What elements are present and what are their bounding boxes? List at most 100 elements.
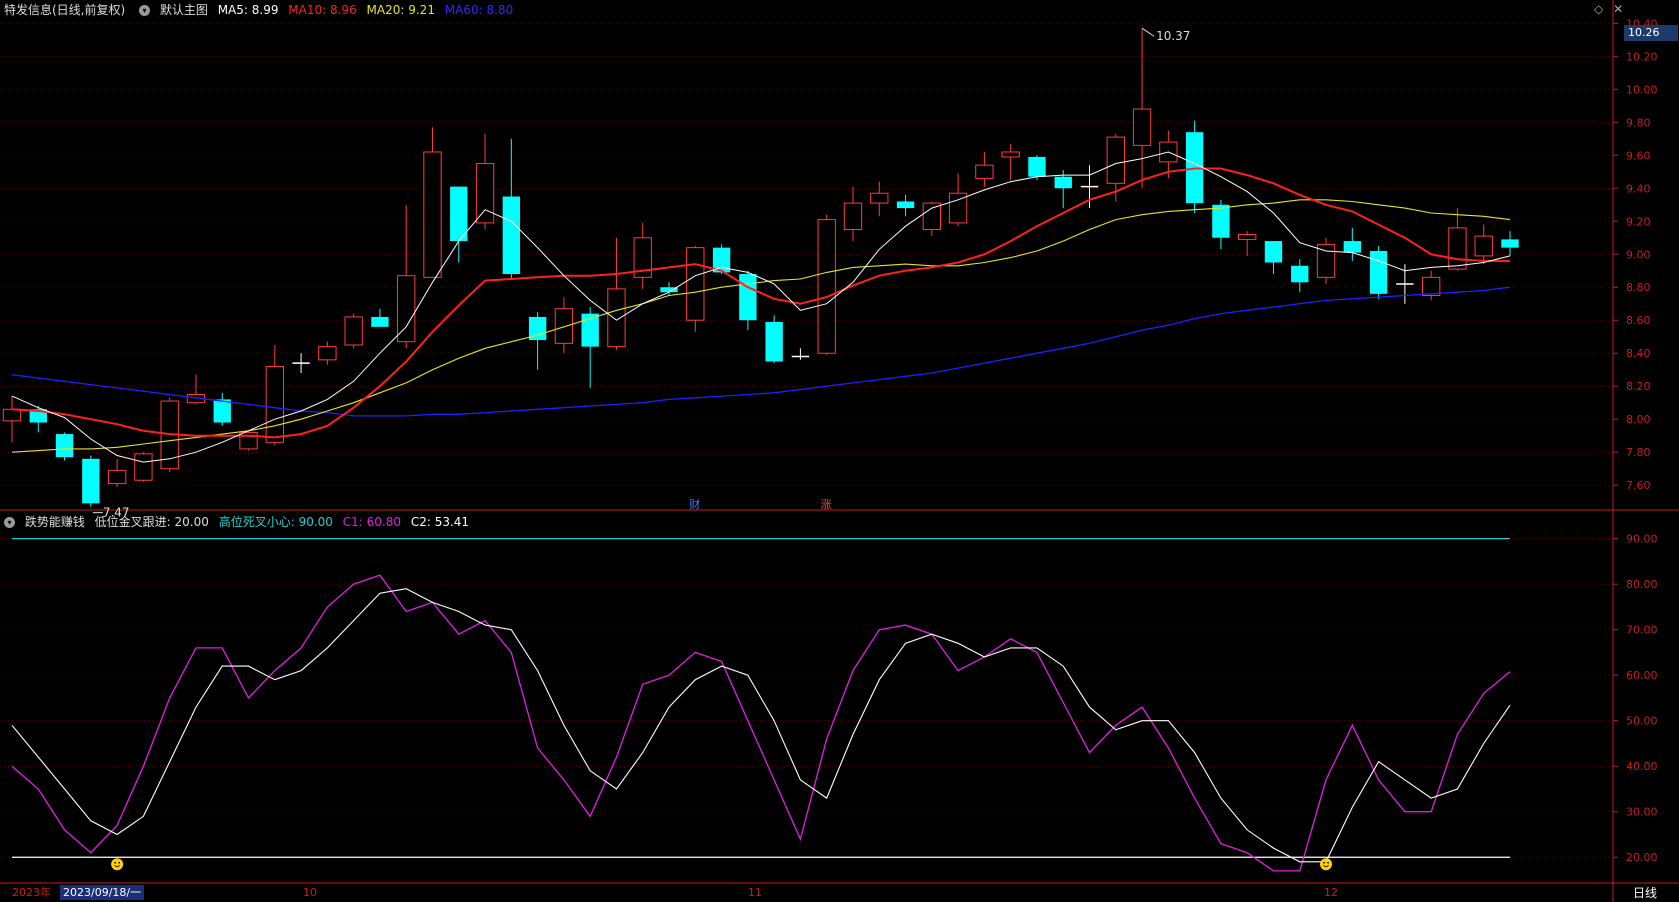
candle (1238, 231, 1257, 256)
candle-body (712, 247, 731, 273)
candle-body (82, 458, 100, 504)
indicator-menu-icon[interactable]: ▾ (4, 517, 15, 528)
ma5-value: MA5: 8.99 (217, 3, 279, 17)
finance-marker: 财 (689, 497, 700, 511)
candle (1501, 231, 1519, 256)
candle (975, 151, 994, 187)
candle-body (1264, 241, 1283, 263)
period-selector[interactable]: 日线 (1633, 886, 1658, 900)
candle (2, 396, 22, 443)
ma60-value: MA60: 8.80 (444, 3, 514, 17)
month-label-12: 12 (1324, 886, 1338, 899)
candle (554, 297, 574, 354)
candle (739, 270, 757, 331)
price-tick-label: 8.20 (1626, 380, 1651, 393)
candle (896, 194, 915, 217)
candle (82, 455, 100, 507)
candle-body (423, 151, 442, 278)
candle-body (475, 163, 495, 224)
smiley-mouth (114, 864, 121, 868)
candle-body (1238, 233, 1257, 240)
toolbar-icons: ◇ ✕ (1594, 2, 1623, 16)
c1-line (11, 574, 1511, 872)
low-cross-value: 低位金叉跟进: 20.00 (94, 515, 209, 529)
candle (1132, 28, 1152, 189)
candle-body (318, 346, 337, 361)
c2-line (11, 588, 1511, 863)
price-tick-label: 7.60 (1626, 479, 1651, 492)
moving-averages (11, 151, 1511, 463)
ma10-value: MA10: 8.96 (288, 3, 357, 17)
candle (686, 246, 705, 332)
price-tick-label: 8.00 (1626, 413, 1651, 426)
candle (344, 313, 363, 349)
diamond-icon[interactable]: ◇ (1594, 2, 1604, 16)
year-label: 2023年 (12, 886, 51, 899)
indicator-tick-label: 30.00 (1626, 806, 1658, 819)
high-arrow (1141, 27, 1155, 37)
candle (371, 308, 389, 327)
candle-body (581, 313, 599, 347)
candle (397, 204, 416, 349)
smiley-eye (1327, 861, 1329, 864)
candle-body (870, 192, 889, 204)
chart-menu-icon[interactable]: ▾ (139, 5, 151, 16)
price-tick-label: 10.20 (1626, 50, 1658, 63)
low-price-label: 7.47 (103, 506, 130, 520)
candle (502, 138, 521, 279)
candle-body (817, 219, 836, 354)
indicator-tick-label: 80.00 (1626, 578, 1658, 591)
candle (948, 173, 968, 227)
indicator-tick-label: 90.00 (1626, 533, 1658, 546)
selected-date[interactable]: 2023/09/18/一 (60, 885, 145, 900)
indicator-name[interactable]: 跌势能赚钱 (24, 515, 85, 529)
candle (1264, 241, 1283, 275)
candle-body (948, 192, 968, 224)
candle (581, 307, 599, 388)
price-tick-label: 9.20 (1626, 215, 1651, 228)
candle-body (1054, 176, 1072, 189)
candle-body (843, 202, 863, 231)
candle (817, 214, 836, 355)
close-icon[interactable]: ✕ (1613, 2, 1624, 16)
candle (843, 186, 863, 242)
candle (633, 222, 652, 289)
candle-body (1343, 241, 1361, 253)
main-chart-name[interactable]: 默认主图 (159, 3, 208, 17)
candle-body (1501, 239, 1519, 248)
high-cross-value: 高位死叉小心: 90.00 (218, 515, 333, 529)
ma5-line (11, 151, 1511, 463)
indicator-tick-label: 60.00 (1626, 669, 1658, 682)
price-tick-label: 9.40 (1626, 182, 1651, 195)
candle-body (1316, 243, 1336, 278)
candle (660, 282, 678, 296)
c1-value: C1: 60.80 (342, 515, 401, 529)
candle (1028, 155, 1046, 181)
candle (292, 353, 310, 374)
candlestick-series[interactable] (2, 28, 1519, 507)
candle (1001, 143, 1020, 181)
candle-body (975, 164, 994, 179)
high-price-label: 10.37 (1156, 29, 1190, 43)
indicator-header: ▾ 跌势能赚钱 低位金叉跟进: 20.00 高位死叉小心: 90.00 C1: … (0, 513, 475, 531)
month-label-11: 11 (748, 886, 762, 899)
candle (1474, 224, 1493, 265)
indicator-tick-label: 40.00 (1626, 760, 1658, 773)
candle-body (633, 237, 652, 278)
candle (1106, 133, 1125, 202)
price-tick-label: 9.80 (1626, 116, 1651, 129)
candle (475, 133, 495, 230)
candle-body (1421, 276, 1441, 296)
smiley-face (111, 858, 124, 871)
price-tick-label: 10.00 (1626, 83, 1658, 96)
candle-body (397, 275, 416, 343)
candle-body (922, 202, 941, 231)
candle-body (450, 186, 468, 242)
candle-body (107, 469, 127, 485)
candle-body (896, 201, 915, 209)
candle-body (344, 316, 363, 346)
price-tick-label: 7.80 (1626, 446, 1651, 459)
candle (265, 344, 284, 446)
